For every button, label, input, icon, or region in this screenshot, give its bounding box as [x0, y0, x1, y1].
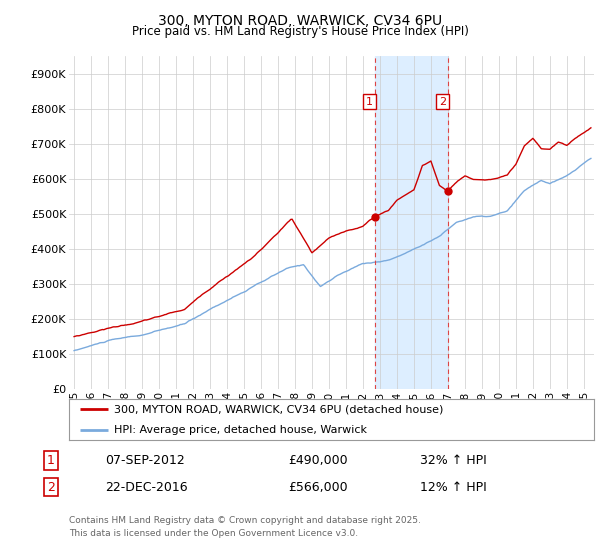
Text: Contains HM Land Registry data © Crown copyright and database right 2025.: Contains HM Land Registry data © Crown c…: [69, 516, 421, 525]
Text: 2: 2: [47, 480, 55, 494]
Bar: [374, 56, 448, 389]
Text: 32% ↑ HPI: 32% ↑ HPI: [420, 454, 487, 467]
Text: 300, MYTON ROAD, WARWICK, CV34 6PU (detached house): 300, MYTON ROAD, WARWICK, CV34 6PU (deta…: [113, 404, 443, 414]
Text: This data is licensed under the Open Government Licence v3.0.: This data is licensed under the Open Gov…: [69, 529, 358, 538]
Text: £566,000: £566,000: [288, 480, 347, 494]
Text: 1: 1: [366, 96, 373, 106]
Text: 22-DEC-2016: 22-DEC-2016: [105, 480, 188, 494]
Text: £490,000: £490,000: [288, 454, 347, 467]
Text: HPI: Average price, detached house, Warwick: HPI: Average price, detached house, Warw…: [113, 424, 367, 435]
Text: 300, MYTON ROAD, WARWICK, CV34 6PU: 300, MYTON ROAD, WARWICK, CV34 6PU: [158, 14, 442, 28]
Text: Price paid vs. HM Land Registry's House Price Index (HPI): Price paid vs. HM Land Registry's House …: [131, 25, 469, 38]
Text: 1: 1: [47, 454, 55, 467]
Text: 12% ↑ HPI: 12% ↑ HPI: [420, 480, 487, 494]
Text: 07-SEP-2012: 07-SEP-2012: [105, 454, 185, 467]
Text: 2: 2: [439, 96, 446, 106]
